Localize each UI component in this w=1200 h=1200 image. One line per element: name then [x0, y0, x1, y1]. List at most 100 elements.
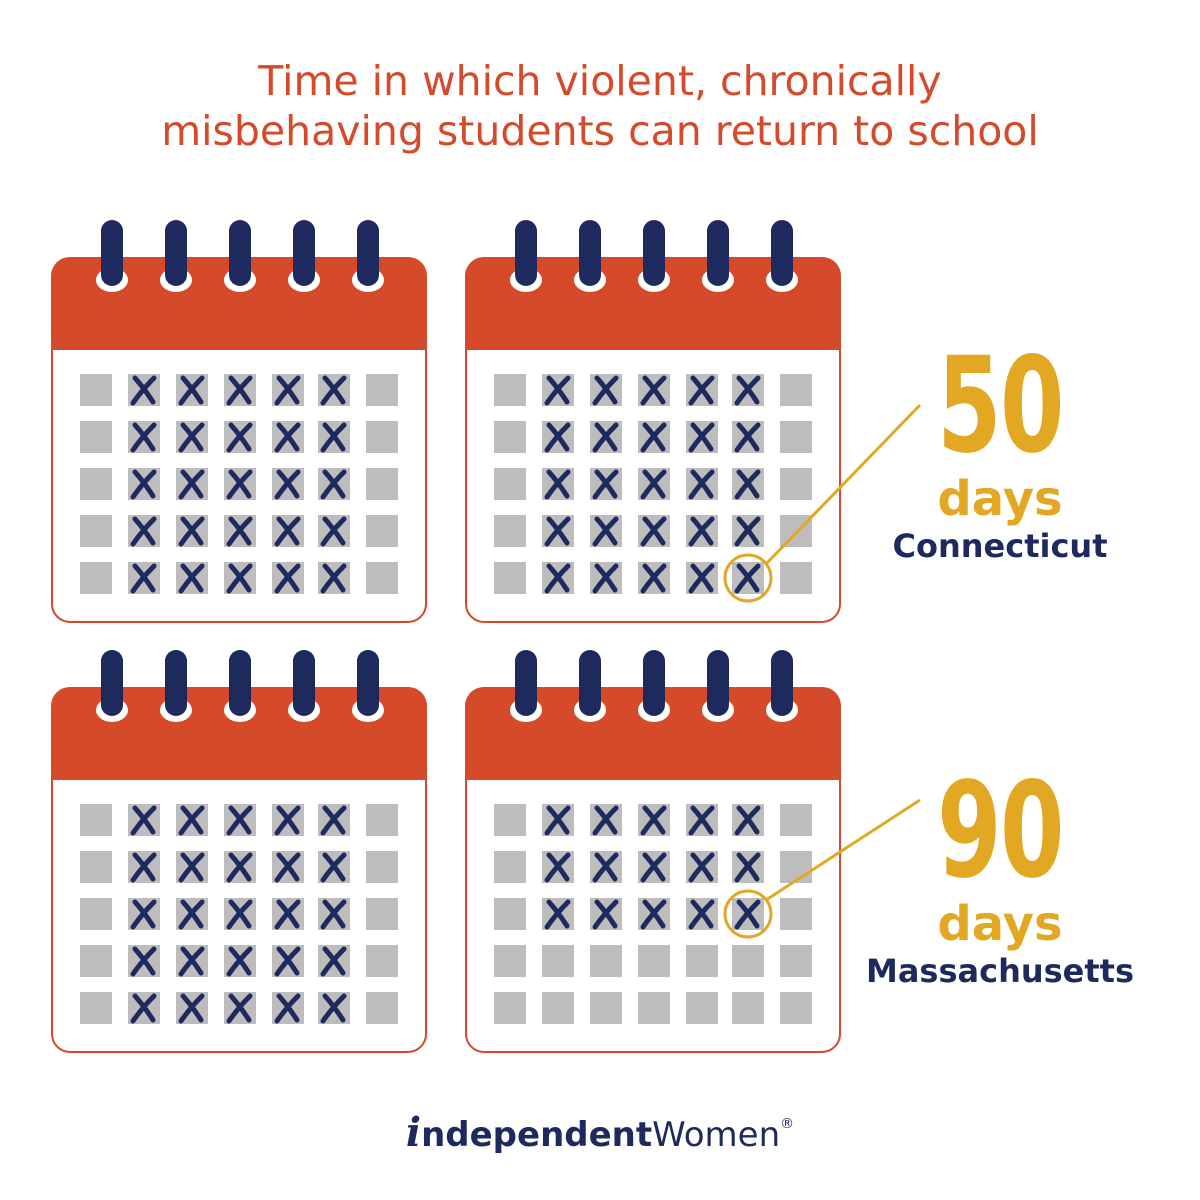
cross-mark-icon — [130, 993, 157, 1024]
cross-mark-icon — [734, 469, 761, 500]
cross-mark-icon — [178, 946, 205, 977]
cross-mark-icon — [592, 852, 619, 883]
connecticut-days-unit: days — [937, 471, 1063, 527]
cross-mark-icon — [640, 469, 667, 500]
cross-mark-icon — [274, 516, 301, 547]
day-cell — [780, 804, 812, 836]
independent-women-logo: independentWomen® — [0, 1102, 1200, 1157]
calendar-ring — [288, 220, 320, 292]
day-cell — [638, 945, 670, 977]
cross-mark-icon — [178, 563, 205, 594]
day-cell — [686, 992, 718, 1024]
cross-mark-icon — [592, 516, 619, 547]
day-cell — [494, 945, 526, 977]
cross-mark-icon — [274, 852, 301, 883]
cross-mark-icon — [734, 375, 761, 406]
cross-mark-icon — [640, 375, 667, 406]
day-cell — [494, 851, 526, 883]
day-cell — [366, 898, 398, 930]
calendar-ring — [96, 220, 128, 292]
cross-mark-icon — [226, 805, 253, 836]
cross-mark-icon — [734, 852, 761, 883]
day-cell — [638, 992, 670, 1024]
cross-mark-icon — [640, 422, 667, 453]
logo-i-mark: i — [405, 1109, 422, 1156]
calendar-ring — [352, 650, 384, 722]
cross-mark-icon — [734, 805, 761, 836]
cross-mark-icon — [274, 946, 301, 977]
cross-mark-icon — [544, 563, 571, 594]
calendar-ring — [574, 650, 606, 722]
calendar-icon — [465, 650, 921, 1053]
cross-mark-icon — [226, 899, 253, 930]
cross-mark-icon — [274, 375, 301, 406]
cross-mark-icon — [320, 993, 347, 1024]
day-cell — [80, 562, 112, 594]
cross-mark-icon — [640, 516, 667, 547]
cross-mark-icon — [274, 469, 301, 500]
cross-mark-icon — [688, 375, 715, 406]
cross-mark-icon — [592, 563, 619, 594]
cross-mark-icon — [688, 422, 715, 453]
calendar-header — [466, 688, 840, 780]
logo-regular-text: Women — [652, 1115, 781, 1155]
day-cell — [366, 562, 398, 594]
cross-mark-icon — [274, 993, 301, 1024]
calendar-ring — [352, 220, 384, 292]
cross-mark-icon — [544, 852, 571, 883]
day-cell — [366, 945, 398, 977]
day-cell — [780, 468, 812, 500]
title-line-1: Time in which violent, chronically — [258, 57, 942, 105]
day-cell — [780, 851, 812, 883]
cross-mark-icon — [734, 516, 761, 547]
cross-mark-icon — [178, 422, 205, 453]
day-cell — [780, 374, 812, 406]
cross-mark-icon — [178, 469, 205, 500]
cross-mark-icon — [320, 805, 347, 836]
massachusetts-label: Massachusetts — [865, 952, 1135, 990]
day-cell — [494, 374, 526, 406]
calendar-ring — [766, 650, 798, 722]
calendar-ring — [510, 220, 542, 292]
cross-mark-icon — [320, 469, 347, 500]
day-cell — [80, 898, 112, 930]
cross-mark-icon — [640, 805, 667, 836]
day-cell — [366, 804, 398, 836]
day-cell — [780, 992, 812, 1024]
cross-mark-icon — [688, 516, 715, 547]
cross-mark-icon — [592, 899, 619, 930]
cross-mark-icon — [734, 422, 761, 453]
cross-mark-icon — [544, 899, 571, 930]
callout-line — [765, 798, 921, 902]
calendar-ring — [160, 220, 192, 292]
highlight-circle-icon — [723, 889, 773, 939]
calendar-ring — [288, 650, 320, 722]
cross-mark-icon — [130, 469, 157, 500]
day-cell — [542, 945, 574, 977]
cross-mark-icon — [320, 563, 347, 594]
cross-mark-icon — [130, 899, 157, 930]
day-cell — [686, 945, 718, 977]
page-title: Time in which violent, chronically misbe… — [0, 56, 1200, 156]
cross-mark-icon — [320, 422, 347, 453]
day-cell — [494, 562, 526, 594]
cross-mark-icon — [130, 422, 157, 453]
day-cell — [80, 515, 112, 547]
cross-mark-icon — [130, 375, 157, 406]
cross-mark-icon — [226, 852, 253, 883]
cross-mark-icon — [226, 375, 253, 406]
massachusetts-days-unit: days — [937, 896, 1063, 952]
cross-mark-icon — [130, 563, 157, 594]
calendar-ring — [702, 220, 734, 292]
cross-mark-icon — [178, 993, 205, 1024]
cross-mark-icon — [178, 805, 205, 836]
cross-mark-icon — [178, 375, 205, 406]
day-cell — [366, 374, 398, 406]
calendar-ring — [96, 650, 128, 722]
cross-mark-icon — [226, 422, 253, 453]
cross-mark-icon — [688, 805, 715, 836]
cross-mark-icon — [640, 899, 667, 930]
cross-mark-icon — [130, 805, 157, 836]
connecticut-days-value: 50 — [937, 329, 1064, 483]
cross-mark-icon — [226, 993, 253, 1024]
